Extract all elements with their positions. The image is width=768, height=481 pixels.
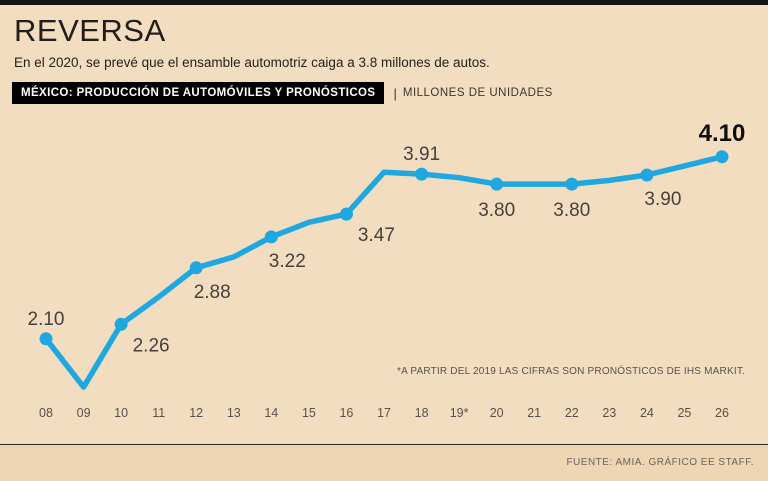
line-chart: 2.10 2.26 2.88 3.22 3.47 3.91 3.80 3.80 3.90 4.10…	[28, 120, 746, 420]
value-label-10: 2.26	[133, 335, 170, 356]
chart-point-22	[565, 177, 579, 191]
value-label-24: 3.90	[644, 189, 681, 210]
x-axis-label-19*: 19*	[450, 406, 469, 420]
chart-line	[43, 154, 725, 390]
value-label-20: 3.80	[478, 200, 515, 221]
chart-header-strip: MÉXICO: PRODUCCIÓN DE AUTOMÓVILES Y PRON…	[12, 82, 756, 105]
x-axis-label-21: 21	[527, 406, 541, 420]
footer: FUENTE: AMIA. GRÁFICO EE STAFF.	[0, 444, 768, 481]
value-label-08: 2.10	[28, 309, 65, 330]
subtitle: En el 2020, se prevé que el ensamble aut…	[14, 55, 490, 71]
x-axis-label-22: 22	[565, 406, 579, 420]
chart-point-18	[415, 167, 429, 181]
x-axis-label-09: 09	[77, 406, 91, 420]
value-label-22: 3.80	[553, 200, 590, 221]
x-axis-label-08: 08	[39, 406, 53, 420]
x-axis-label-13: 13	[227, 406, 241, 420]
footnote: *A PARTIR DEL 2019 LAS CIFRAS SON PRONÓS…	[397, 364, 745, 377]
chart-point-14	[264, 230, 278, 244]
x-axis-label-24: 24	[640, 406, 654, 420]
value-label-18: 3.91	[403, 144, 440, 165]
content: REVERSA En el 2020, se prevé que el ensa…	[0, 13, 768, 434]
x-axis-label-20: 20	[490, 406, 504, 420]
chart-point-12	[189, 261, 203, 275]
value-label-26: 4.10	[699, 120, 746, 147]
chart-point-20	[490, 177, 504, 191]
chart-point-24	[640, 168, 654, 182]
x-axis-label-14: 14	[264, 406, 278, 420]
value-label-12: 2.88	[194, 282, 231, 303]
x-axis-label-23: 23	[602, 406, 616, 420]
x-axis-label-26: 26	[715, 406, 729, 420]
x-axis-label-18: 18	[415, 406, 429, 420]
x-axis-label-11: 11	[152, 406, 165, 420]
chart-point-10	[114, 317, 128, 331]
x-axis-label-10: 10	[114, 406, 128, 420]
value-label-14: 3.22	[269, 251, 306, 272]
chart-title: MÉXICO: PRODUCCIÓN DE AUTOMÓVILES Y PRON…	[12, 82, 385, 105]
x-axis-label-12: 12	[189, 406, 203, 420]
page-title: REVERSA	[14, 13, 166, 48]
chart-point-16	[339, 207, 353, 221]
x-axis-label-16: 16	[339, 406, 353, 420]
value-label-16: 3.47	[358, 225, 395, 246]
top-rule	[0, 0, 768, 5]
separator: |	[393, 85, 397, 101]
x-axis-label-25: 25	[677, 406, 691, 420]
source-credit: FUENTE: AMIA. GRÁFICO EE STAFF.	[566, 457, 754, 468]
chart-units-label: MILLONES DE UNIDADES	[402, 87, 553, 100]
chart-point-08	[39, 332, 53, 346]
x-axis-label-17: 17	[377, 406, 391, 420]
chart-point-26	[715, 150, 729, 164]
x-axis-label-15: 15	[302, 406, 316, 420]
